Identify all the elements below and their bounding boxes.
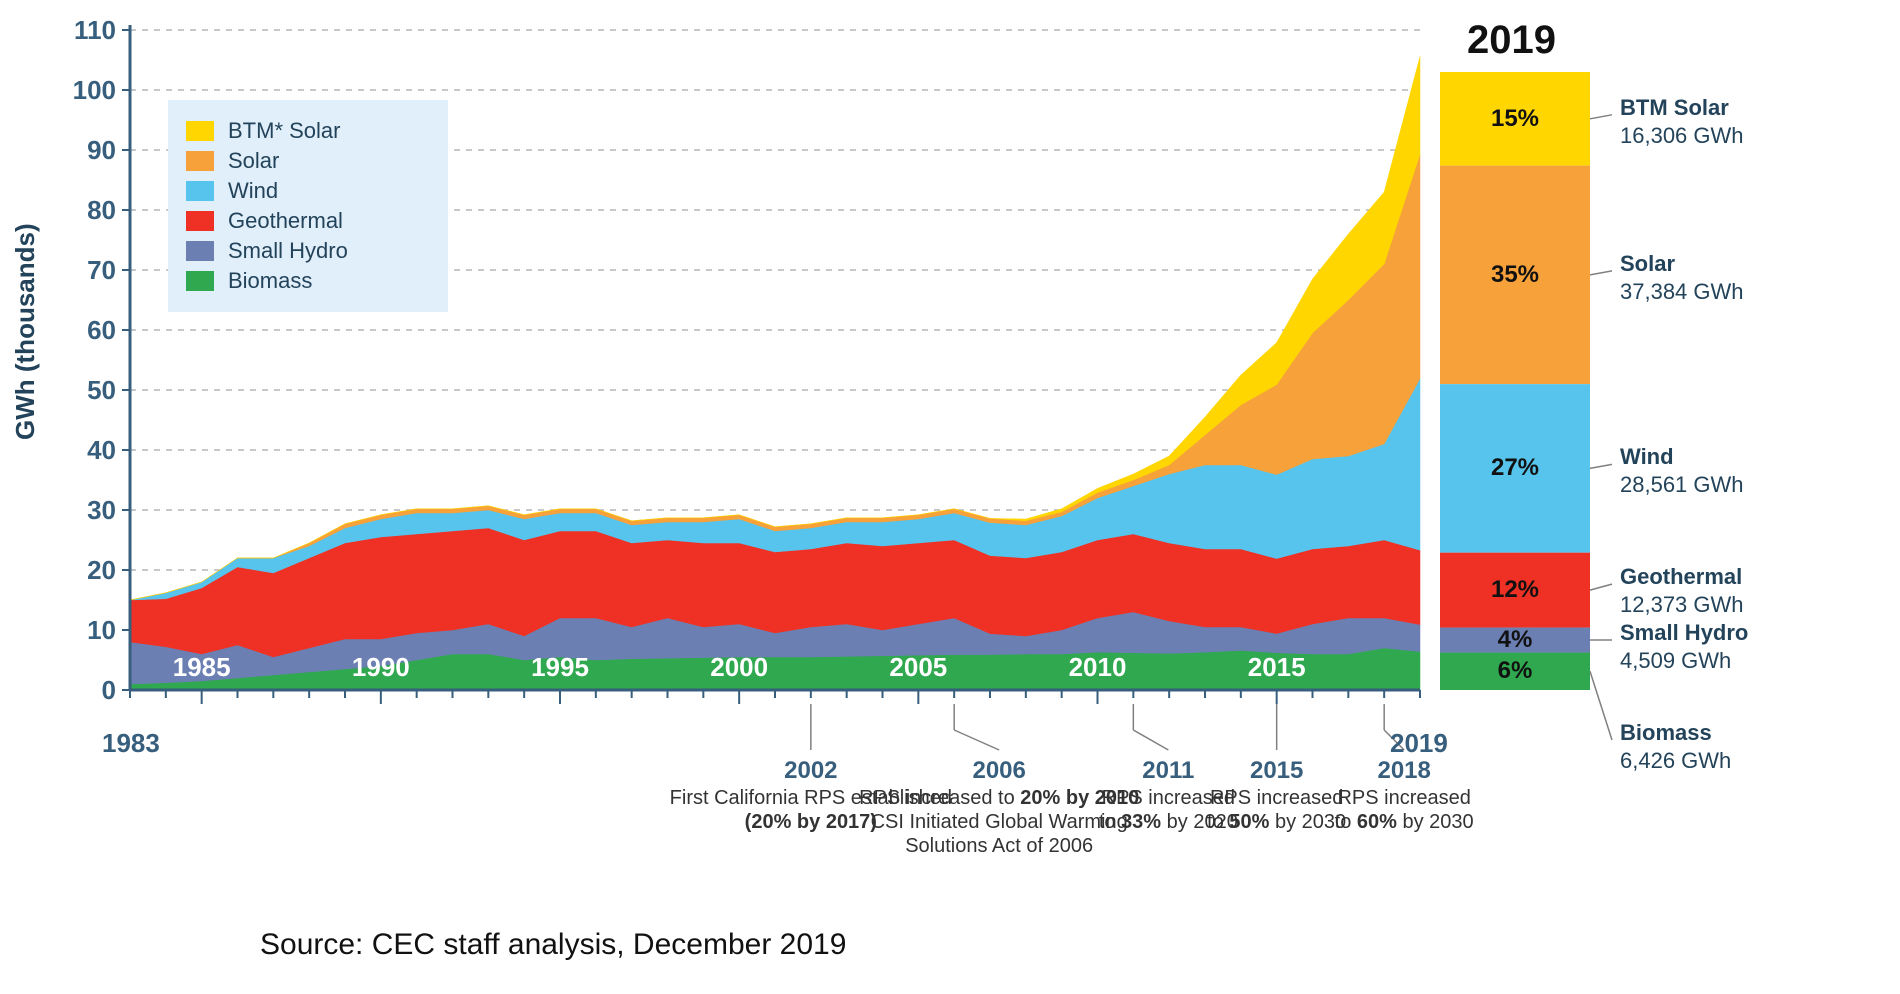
legend-swatch [186,271,214,291]
bar2019-label-value: 6,426 GWh [1620,748,1731,774]
annotation-text: to 50% by 2030 [1207,811,1346,833]
bar2019-label-name: BTM Solar [1620,95,1744,121]
svg-text:10: 10 [87,615,116,645]
bar2019-label-value: 4,509 GWh [1620,648,1748,674]
source-citation: Source: CEC staff analysis, December 201… [260,928,846,962]
svg-text:100: 100 [73,75,116,105]
bar2019-label: BTM Solar16,306 GWh [1620,95,1744,149]
legend-swatch [186,151,214,171]
svg-text:70: 70 [87,255,116,285]
svg-text:110: 110 [74,15,116,45]
bar2019-label-value: 37,384 GWh [1620,279,1744,305]
x-inplot-label: 1995 [531,652,589,682]
x-inplot-label: 2015 [1248,652,1306,682]
annotation-text: RPS increased [1337,787,1470,809]
legend-item: Geothermal [186,208,428,234]
legend-item: Wind [186,178,428,204]
svg-text:20: 20 [87,555,116,585]
legend-label: Geothermal [228,208,343,234]
annotation-year: 2015 [1250,757,1303,784]
bar2019-label: Wind28,561 GWh [1620,444,1744,498]
bar2019-pct: 35% [1440,261,1590,289]
x-inplot-label: 2010 [1069,652,1127,682]
bar2019-pct: 4% [1440,626,1590,654]
svg-text:60: 60 [87,315,116,345]
annotation-year: 2002 [784,757,837,784]
annotation-year: 2011 [1142,757,1194,784]
x-axis-end-label: 2019 [1390,728,1448,759]
bar2019-pct: 27% [1440,454,1590,482]
bar2019-label-name: Wind [1620,444,1744,470]
svg-text:40: 40 [87,435,116,465]
bar2019-label-value: 16,306 GWh [1620,123,1744,149]
annotation-year: 2006 [972,757,1025,784]
svg-text:0: 0 [102,675,116,705]
x-inplot-label: 2005 [889,652,947,682]
bar2019-label: Biomass6,426 GWh [1620,720,1731,774]
legend-swatch [186,211,214,231]
bar2019-label: Geothermal12,373 GWh [1620,564,1744,618]
annotation-text: RPS increased to 20% by 2010 [859,787,1139,809]
x-axis-start-label: 1983 [102,728,160,759]
legend-label: BTM* Solar [228,118,340,144]
bar2019-label-name: Solar [1620,251,1744,277]
legend-item: Biomass [186,268,428,294]
legend-swatch [186,241,214,261]
svg-text:90: 90 [87,135,116,165]
annotation-text: CSI Initiated Global Warming [871,811,1128,833]
legend-swatch [186,121,214,141]
x-inplot-label: 2000 [710,652,768,682]
annotation-text: to 60% by 2030 [1335,811,1474,833]
legend-swatch [186,181,214,201]
bar2019-label-value: 12,373 GWh [1620,592,1744,618]
legend-item: Solar [186,148,428,174]
bar2019-label: Small Hydro4,509 GWh [1620,620,1748,674]
legend-label: Solar [228,148,279,174]
x-inplot-label: 1985 [173,652,231,682]
annotation-text: Solutions Act of 2006 [905,835,1093,857]
legend-label: Wind [228,178,278,204]
annotation-text: RPS increased [1210,787,1343,809]
bar2019-label-value: 28,561 GWh [1620,472,1744,498]
legend: BTM* Solar Solar Wind Geothermal Small Hydro… [168,100,448,312]
svg-text:50: 50 [87,375,116,405]
bar2019-label: Solar37,384 GWh [1620,251,1744,305]
svg-text:80: 80 [87,195,116,225]
bar2019-label-name: Geothermal [1620,564,1744,590]
annotation-year: 2018 [1377,757,1430,784]
svg-text:30: 30 [87,495,116,525]
bar2019-pct: 12% [1440,576,1590,604]
annotation-text: (20% by 2017) [745,811,877,833]
bar-2019-title: 2019 [1467,18,1556,63]
x-inplot-label: 1990 [352,652,410,682]
bar2019-label-name: Biomass [1620,720,1731,746]
legend-item: BTM* Solar [186,118,428,144]
bar2019-pct: 15% [1440,105,1590,133]
legend-label: Small Hydro [228,238,348,264]
legend-item: Small Hydro [186,238,428,264]
bar2019-pct: 6% [1440,657,1590,685]
bar2019-label-name: Small Hydro [1620,620,1748,646]
legend-label: Biomass [228,268,312,294]
